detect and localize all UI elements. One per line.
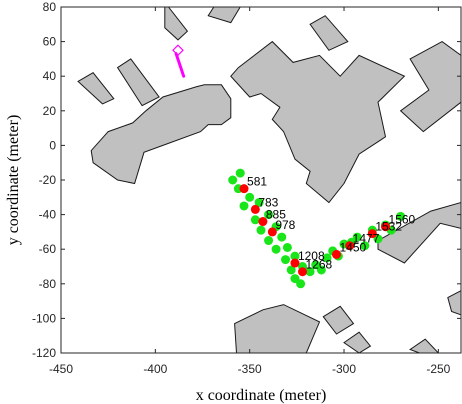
y-tick-label: -20 (39, 173, 57, 187)
point-label-1532: 1532 (375, 220, 402, 234)
red-point-10 (381, 222, 391, 232)
building-13 (409, 338, 440, 353)
building-10 (234, 304, 321, 353)
green-point-19 (290, 274, 300, 284)
green-point-14 (282, 242, 292, 252)
y-tick-label: -40 (39, 208, 57, 222)
red-points-layer (239, 184, 391, 277)
trajectory-diamond-marker (172, 44, 184, 57)
y-axis-title: y coordinate (meter) (5, 115, 22, 246)
trajectory-line (174, 52, 186, 78)
green-point-35 (396, 211, 406, 221)
red-point-7 (331, 249, 341, 259)
red-point-1 (239, 184, 249, 194)
y-tick-label: 60 (43, 35, 57, 49)
y-tick-label: -60 (39, 242, 57, 256)
building-8 (399, 41, 461, 133)
building-4 (77, 72, 115, 105)
point-label-1268: 1268 (306, 258, 333, 272)
green-point-20 (305, 267, 315, 277)
building-12 (343, 331, 372, 353)
point-label-1450: 1450 (339, 240, 366, 254)
green-point-30 (360, 241, 370, 251)
green-point-17 (286, 265, 296, 275)
green-point-23 (322, 253, 332, 263)
point-label-1208: 1208 (298, 249, 325, 263)
green-point-7 (250, 215, 260, 225)
green-point-1 (228, 175, 238, 185)
green-point-12 (277, 232, 287, 242)
green-point-4 (245, 192, 255, 202)
green-point-5 (239, 201, 249, 211)
y-tick-label: 40 (43, 69, 57, 83)
x-tick-label: -450 (49, 362, 73, 376)
green-point-2 (235, 168, 245, 178)
green-point-11 (264, 236, 274, 246)
building-6 (230, 40, 406, 204)
x-ticks: -450 -400 -350 -300 -250 (49, 7, 451, 376)
building-3 (207, 7, 241, 24)
building-7 (309, 15, 349, 51)
red-point-5 (290, 258, 300, 268)
y-tick-label: 80 (43, 0, 57, 14)
green-point-6 (254, 197, 264, 207)
point-label-885: 885 (266, 208, 286, 222)
red-point-6 (298, 267, 308, 277)
buildings-layer (77, 7, 461, 353)
x-tick-label: -350 (238, 362, 262, 376)
y-ticks: -120 -100 -80 -60 -40 -20 0 20 40 60 80 (32, 0, 461, 360)
green-point-32 (373, 234, 383, 244)
red-point-4 (267, 227, 277, 237)
y-tick-label: -100 (32, 311, 56, 325)
green-point-29 (352, 232, 362, 242)
green-point-22 (311, 260, 321, 270)
green-point-16 (290, 251, 300, 261)
point-label-1560: 1560 (389, 213, 416, 227)
x-tick-label: -400 (143, 362, 167, 376)
y-tick-label: -80 (39, 277, 57, 291)
y-tick-label: 0 (49, 138, 56, 152)
building-2 (116, 58, 160, 107)
red-point-2 (250, 204, 260, 214)
red-point-9 (367, 229, 377, 239)
point-label-581: 581 (247, 175, 267, 189)
y-tick-label: 20 (43, 104, 57, 118)
point-label-1477: 1477 (353, 232, 380, 246)
x-tick-label: -250 (426, 362, 450, 376)
green-point-8 (264, 210, 274, 220)
building-11 (322, 305, 355, 335)
green-point-15 (281, 255, 291, 265)
building-1 (164, 7, 189, 41)
trajectory-layer (172, 44, 186, 78)
x-tick-label: -300 (332, 362, 356, 376)
green-point-13 (271, 244, 281, 254)
x-axis-title: x coordinate (meter) (196, 387, 327, 404)
building-9 (377, 201, 461, 264)
green-point-21 (296, 279, 306, 289)
building-5 (90, 84, 232, 185)
building-14 (447, 290, 461, 316)
point-label-978: 978 (275, 218, 295, 232)
green-point-9 (256, 225, 266, 235)
green-point-24 (316, 265, 326, 275)
green-points-layer (228, 168, 406, 289)
red-point-8 (345, 241, 355, 251)
red-point-3 (258, 217, 268, 227)
point-label-783: 783 (258, 195, 278, 209)
y-tick-label: -120 (32, 346, 56, 360)
